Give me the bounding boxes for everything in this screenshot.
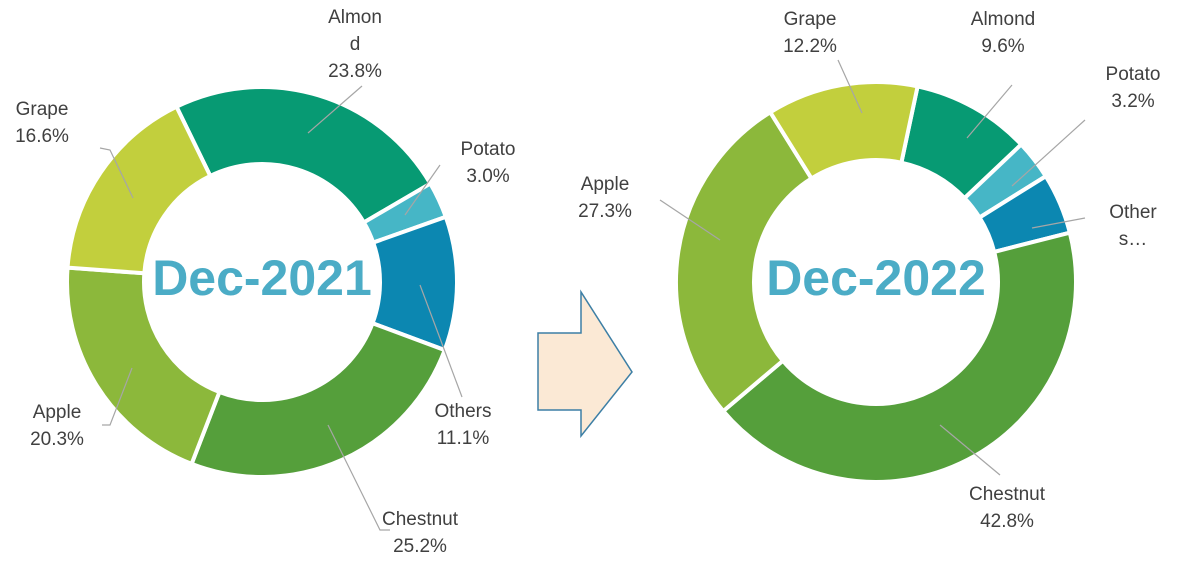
value-label: 42.8% [980, 511, 1034, 532]
leader-line [966, 84, 1013, 139]
category-label: Potato [1106, 64, 1161, 85]
leader-line [404, 164, 441, 216]
donut-segment [65, 104, 213, 276]
value-label: 25.2% [393, 536, 447, 557]
donut-segment [173, 85, 434, 226]
donut-segment [189, 320, 448, 479]
category-label: Others [434, 401, 491, 422]
leader-line [307, 85, 363, 134]
leader-line [1031, 217, 1086, 229]
category-label: Apple [581, 174, 630, 195]
value-label: 9.6% [981, 36, 1024, 57]
value-label: 3.0% [466, 166, 509, 187]
donut-segment [767, 80, 920, 182]
leader-line [837, 59, 863, 114]
donut-segment [674, 109, 815, 414]
value-label: 16.6% [15, 126, 69, 147]
value-label: 11.1% [437, 428, 490, 449]
category-label: Almond [971, 9, 1035, 30]
leader-line [419, 284, 463, 398]
value-label: 27.3% [578, 201, 632, 222]
category-label: Potato [461, 139, 516, 160]
leader-line [939, 424, 1001, 476]
arrow [537, 289, 633, 439]
category-label: Chestnut [382, 509, 459, 530]
donut-segment [65, 265, 222, 467]
leader-line [99, 147, 134, 199]
donut-segment [720, 230, 1078, 484]
value-label: 3.2% [1111, 91, 1154, 112]
leader-line [659, 199, 721, 241]
category-label: Apple [33, 402, 82, 423]
category-label: Other s… [1109, 202, 1157, 250]
value-label: 23.8% [328, 61, 382, 82]
chart-title: Dec-2022 [766, 250, 986, 306]
category-label: Grape [784, 9, 837, 30]
category-label: Chestnut [969, 484, 1046, 505]
chart-title: Dec-2021 [152, 250, 372, 306]
category-label: Grape [16, 99, 69, 120]
leader-line [102, 367, 133, 426]
leader-line [1011, 119, 1086, 187]
value-label: 12.2% [783, 36, 837, 57]
leader-line [327, 424, 390, 531]
value-label: 20.3% [30, 429, 84, 450]
